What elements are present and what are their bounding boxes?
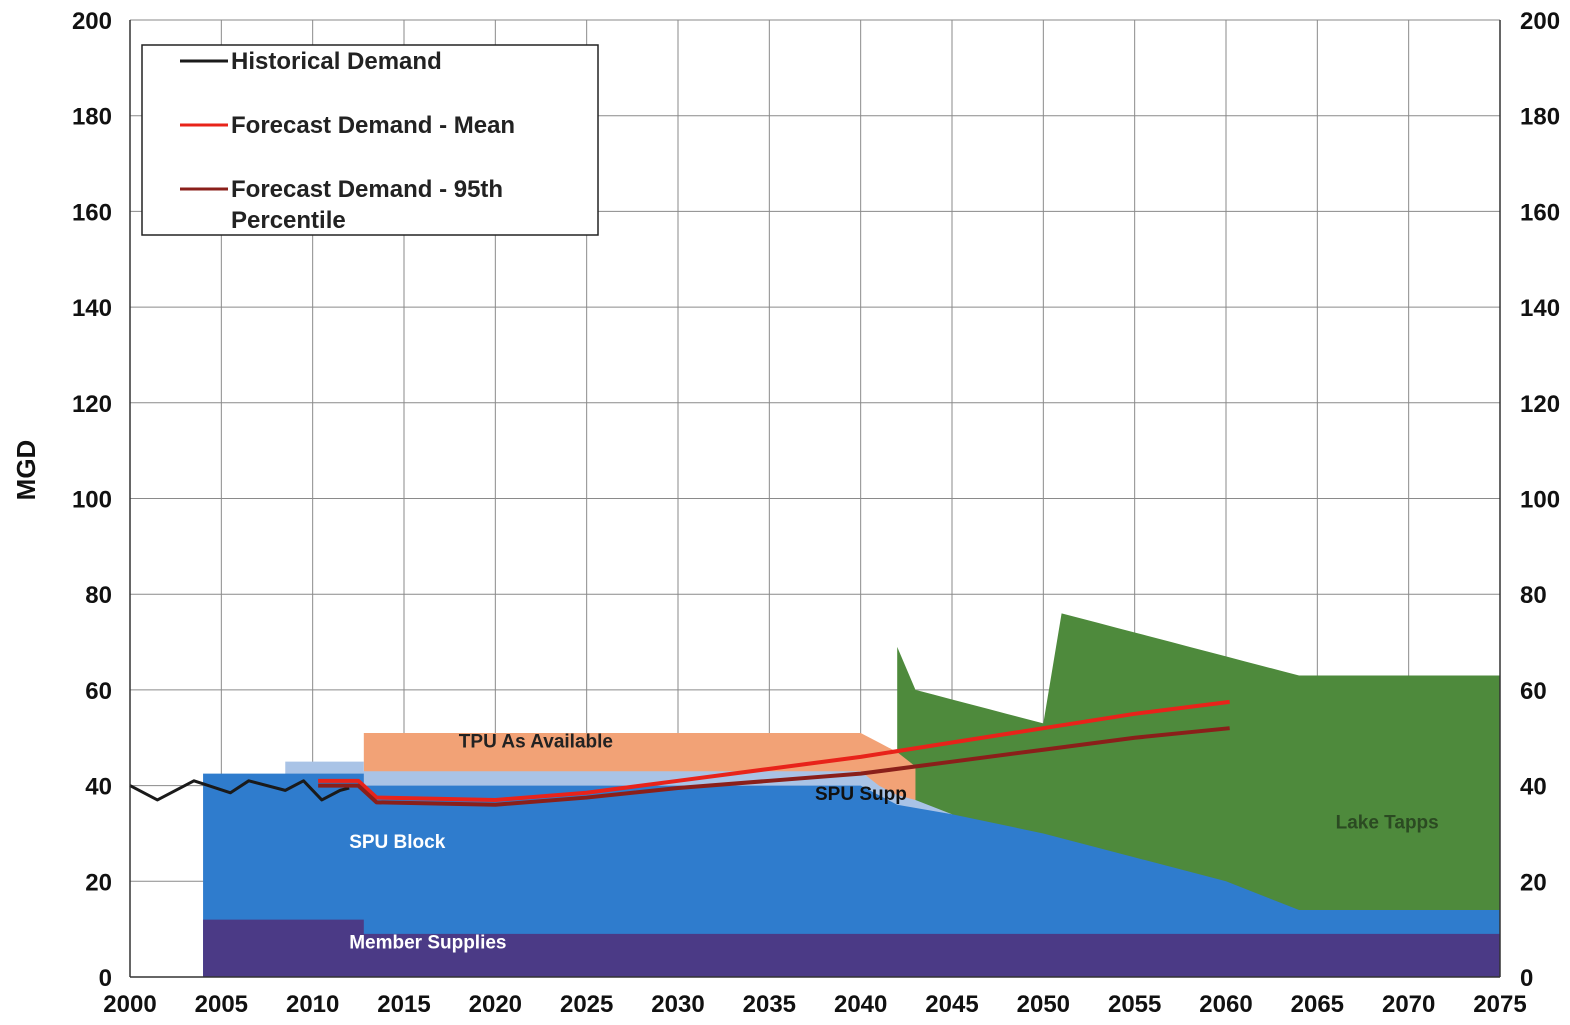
y-tick-label-left: 140: [72, 295, 112, 322]
legend: Historical Demand Forecast Demand - Mean F…: [141, 44, 599, 236]
y-tick-label-right: 100: [1520, 487, 1560, 514]
area-member-supplies: [203, 919, 1501, 977]
area-label-member-supplies: Member Supplies: [349, 932, 506, 953]
line-layer: [129, 699, 1230, 807]
legend-label: Historical Demand: [231, 48, 442, 75]
y-tick-label-right: 40: [1520, 774, 1547, 801]
y-tick-label-left: 0: [99, 965, 112, 992]
area-label-lake-tapps: Lake Tapps: [1336, 813, 1439, 834]
x-tick-label: 2015: [377, 991, 430, 1018]
series-line-forecast-demand-mean: [318, 699, 1230, 802]
x-tick-label: 2000: [103, 991, 156, 1018]
y-tick-label-right: 120: [1520, 391, 1560, 418]
area-label-spu-block: SPU Block: [349, 832, 446, 853]
y-tick-label-left: 100: [72, 487, 112, 514]
x-tick-label: 2045: [925, 991, 978, 1018]
legend-box: [141, 44, 599, 236]
y-tick-label-left: 60: [85, 678, 112, 705]
y-tick-label-left: 120: [72, 391, 112, 418]
y-tick-label-left: 40: [85, 774, 112, 801]
legend-label: Forecast Demand - Mean: [231, 112, 515, 139]
x-tick-label: 2040: [834, 991, 887, 1018]
legend-label-line: Percentile: [231, 207, 346, 234]
y-tick-label-left: 20: [85, 869, 112, 896]
series-line-forecast-demand-95th-percentile: [318, 726, 1230, 807]
x-tick-label: 2030: [651, 991, 704, 1018]
y-axis-title: MGD: [11, 440, 41, 501]
y-tick-label-right: 140: [1520, 295, 1560, 322]
legend-items: Historical Demand Forecast Demand - Mean F…: [180, 48, 515, 234]
x-tick-label: 2060: [1199, 991, 1252, 1018]
y-tick-label-left: 160: [72, 199, 112, 226]
area-spu-block: [203, 773, 1501, 977]
legend-label: Forecast Demand - 95th Percentile: [231, 176, 503, 234]
area-label-spu-supp: SPU Supp: [815, 784, 907, 805]
y-tick-label-left: 80: [85, 582, 112, 609]
series-line-historical-demand: [129, 779, 350, 802]
area-label-tpu-as-available: TPU As Available: [459, 731, 613, 752]
y-tick-label-left: 180: [72, 104, 112, 131]
y-tick-label-right: 60: [1520, 678, 1547, 705]
y-tick-label-right: 180: [1520, 104, 1560, 131]
x-tick-label: 2050: [1017, 991, 1070, 1018]
x-tick-label: 2020: [469, 991, 522, 1018]
x-tick-label: 2055: [1108, 991, 1161, 1018]
x-tick-label: 2065: [1291, 991, 1344, 1018]
y-tick-label-right: 80: [1520, 582, 1547, 609]
legend-label-line: Forecast Demand - 95th: [231, 176, 503, 203]
x-tick-label: 2070: [1382, 991, 1435, 1018]
x-tick-label: 2035: [743, 991, 796, 1018]
x-tick-label: 2005: [195, 991, 248, 1018]
y-tick-label-right: 20: [1520, 869, 1547, 896]
y-tick-label-right: 0: [1520, 965, 1533, 992]
axis-layer: 2000 2005 2010 2015 2020 2025 2030 2035 2040 2045…: [72, 8, 1560, 1018]
x-tick-label: 2010: [286, 991, 339, 1018]
x-tick-label: 2025: [560, 991, 613, 1018]
y-tick-label-right: 160: [1520, 199, 1560, 226]
y-tick-label-left: 200: [72, 8, 112, 35]
y-tick-label-right: 200: [1520, 8, 1560, 35]
x-tick-label: 2075: [1473, 991, 1526, 1018]
area-layer: Member Supplies SPU Block SPU Supp TPU As A…: [203, 613, 1501, 977]
